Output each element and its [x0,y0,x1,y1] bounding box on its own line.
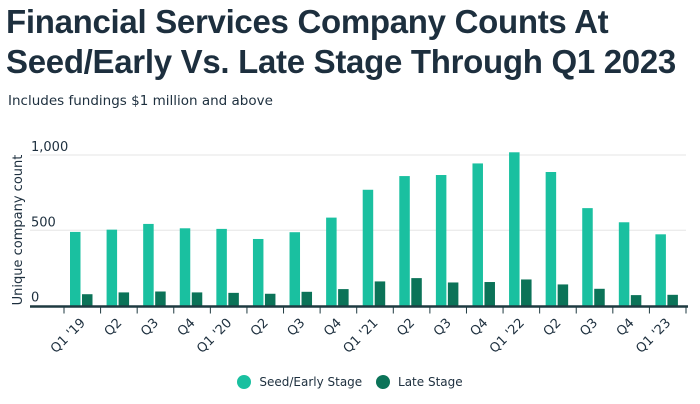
bar-late [264,293,276,306]
bar-seed-early [143,223,154,306]
x-tick-label: Q2 [248,316,272,340]
x-tick-label: Q3 [431,316,455,340]
bar-seed-early [435,175,447,306]
x-tick-label: Q2 [394,316,418,340]
x-tick-label: Q4 [175,316,199,340]
x-tick-label: Q1 '19 [48,316,89,357]
legend-swatch-seed-early [237,375,252,389]
x-tick-label: Q3 [285,316,309,340]
legend: Seed/Early Stage Late Stage [0,375,700,392]
bar-late [411,278,422,306]
bar-late [594,288,605,306]
x-tick-label: Q1 '21 [341,316,382,357]
legend-label-late: Late Stage [398,375,463,389]
bar-late [191,292,203,306]
bar-late [338,289,349,306]
x-tick-label: Q4 [321,316,345,340]
legend-item-late[interactable]: Late Stage [376,375,463,389]
bar-late [118,292,130,306]
bar-seed-early [472,163,483,306]
bar-late [667,294,678,306]
x-tick-label: Q2 [102,316,126,340]
bar-late [557,284,569,306]
bar-seed-early [655,234,666,306]
y-tick-label: 1,000 [31,140,68,155]
bar-late [155,291,166,306]
x-tick-label: Q2 [541,316,565,340]
y-tick-label: 500 [31,215,56,230]
bar-late [82,294,93,306]
gridlines [30,154,686,231]
bar-seed-early [582,208,593,306]
bar-late [484,282,495,306]
x-tick-label: Q3 [138,316,162,340]
bar-late [374,281,386,306]
bar-seed-early [289,232,301,306]
bar-late [301,291,313,306]
bar-seed-early [70,231,81,306]
bar-seed-early [216,228,227,306]
x-tick-label: Q4 [468,316,492,340]
bar-seed-early [545,172,557,306]
legend-label-seed-early: Seed/Early Stage [259,375,363,389]
bar-seed-early [326,217,337,306]
bar-late [447,282,459,306]
bar-late [630,295,642,306]
x-tick-label: Q4 [614,316,638,340]
x-tick-label: Q1 '23 [633,316,674,357]
x-tick-label: Q1 '20 [194,316,235,357]
chart-title: Financial Services Company Counts At See… [6,3,676,80]
bar-seed-early [106,229,118,306]
x-tick-label: Q3 [577,316,601,340]
bar-seed-early [399,176,410,306]
chart-subtitle: Includes fundings $1 million and above [8,93,273,109]
bar-seed-early [179,228,191,306]
bar-seed-early [362,189,374,306]
bar-seed-early [509,152,520,306]
bar-seed-early [618,222,630,306]
legend-swatch-late [376,375,391,389]
y-axis-ticks: 0 500 1,000 [31,140,68,306]
bars [70,152,678,306]
x-tick-label: Q1 '22 [487,316,528,357]
bar-late [521,279,532,306]
y-axis-label: Unique company count [11,155,26,306]
bar-late [228,292,239,306]
y-tick-label: 0 [31,291,39,306]
legend-item-seed-early[interactable]: Seed/Early Stage [237,375,362,389]
bar-seed-early [252,238,264,306]
